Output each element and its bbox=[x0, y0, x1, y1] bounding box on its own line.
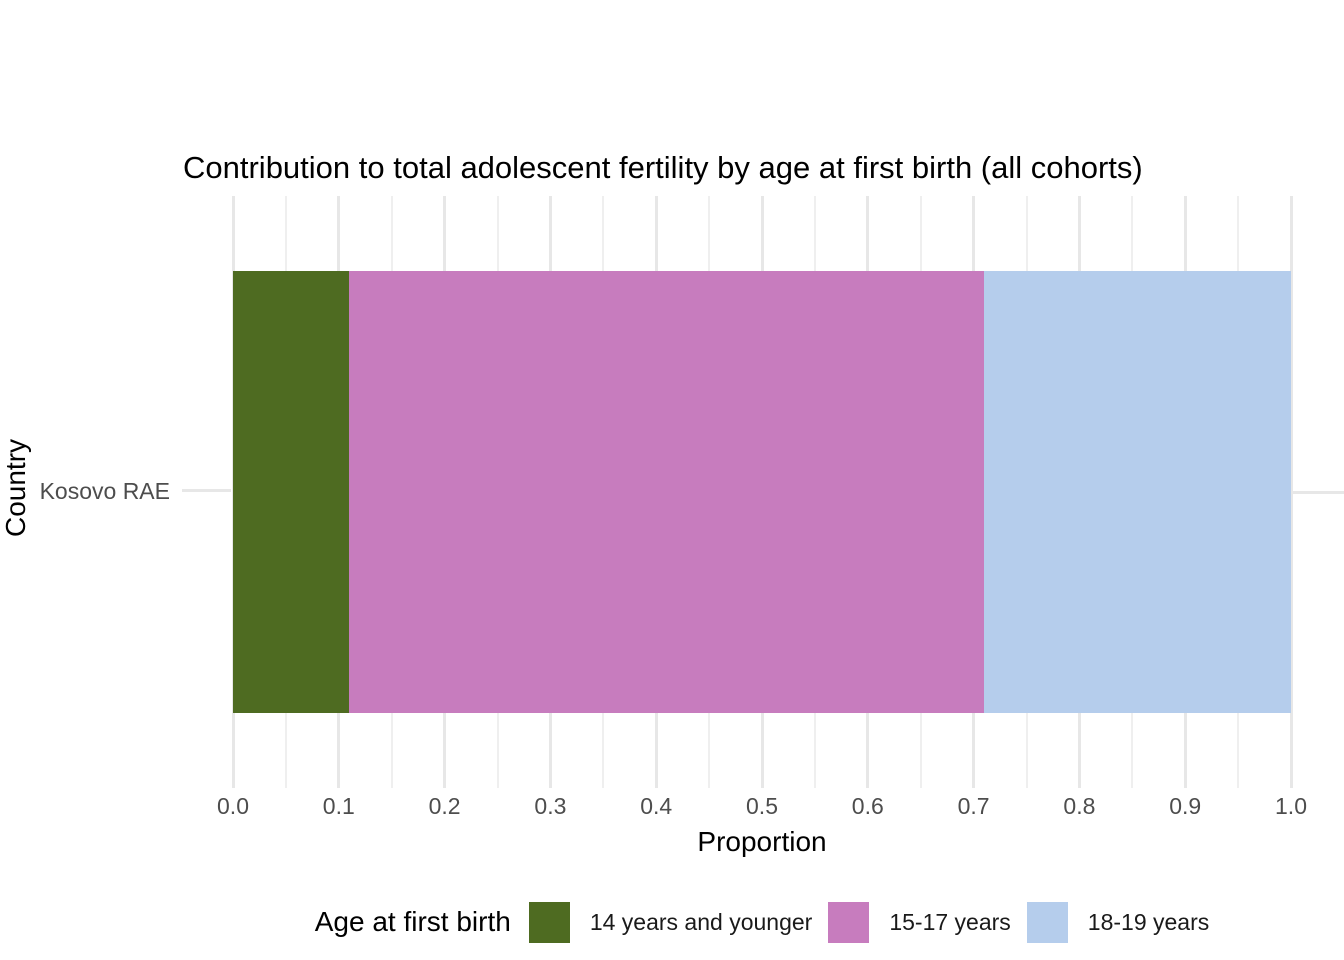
stacked-bar-kosovo-rae bbox=[233, 271, 1291, 713]
x-axis-tick-label: 0.5 bbox=[746, 793, 778, 819]
legend-swatch-icon bbox=[528, 901, 570, 943]
bar-segment-15-17-years bbox=[349, 271, 985, 713]
y-axis-tick-label: Kosovo RAE bbox=[39, 478, 170, 504]
bar-segment-18-19-years bbox=[984, 271, 1291, 713]
y-axis-tick-mark bbox=[182, 489, 231, 492]
x-axis-tick-label: 0.3 bbox=[534, 793, 567, 819]
legend-label: 18-19 years bbox=[1087, 908, 1210, 935]
x-axis-tick-label: 1.0 bbox=[1275, 793, 1307, 819]
legend-label: 14 years and younger bbox=[589, 908, 813, 935]
legend-swatch-icon bbox=[1026, 901, 1068, 943]
legend: Age at first birth 14 years and younger 1… bbox=[180, 896, 1344, 948]
legend-item: 14 years and younger bbox=[528, 901, 813, 943]
x-axis-tick-label: 0.2 bbox=[428, 793, 461, 819]
x-axis-tick-label: 0.9 bbox=[1169, 793, 1202, 819]
legend-item: 15-17 years bbox=[828, 901, 1011, 943]
x-axis-tick-label: 0.6 bbox=[851, 793, 884, 819]
x-axis-tick-label: 0.4 bbox=[640, 793, 673, 819]
chart-title: Contribution to total adolescent fertili… bbox=[183, 150, 1143, 185]
x-axis-tick-label: 0.8 bbox=[1063, 793, 1096, 819]
legend-title: Age at first birth bbox=[314, 906, 511, 937]
bar-segment-14-years-and-younger bbox=[233, 271, 350, 713]
legend-label: 15-17 years bbox=[889, 908, 1011, 935]
x-axis-tick-label: 0.1 bbox=[322, 793, 355, 819]
x-axis-tick-label: 0.0 bbox=[217, 793, 249, 819]
legend-item: 18-19 years bbox=[1026, 901, 1210, 943]
legend-swatch-icon bbox=[828, 901, 870, 943]
x-axis-tick-label: 0.7 bbox=[957, 793, 990, 819]
plot-panel bbox=[231, 196, 1344, 788]
y-axis-title: Country bbox=[0, 438, 31, 538]
x-axis-title: Proportion bbox=[697, 826, 827, 857]
